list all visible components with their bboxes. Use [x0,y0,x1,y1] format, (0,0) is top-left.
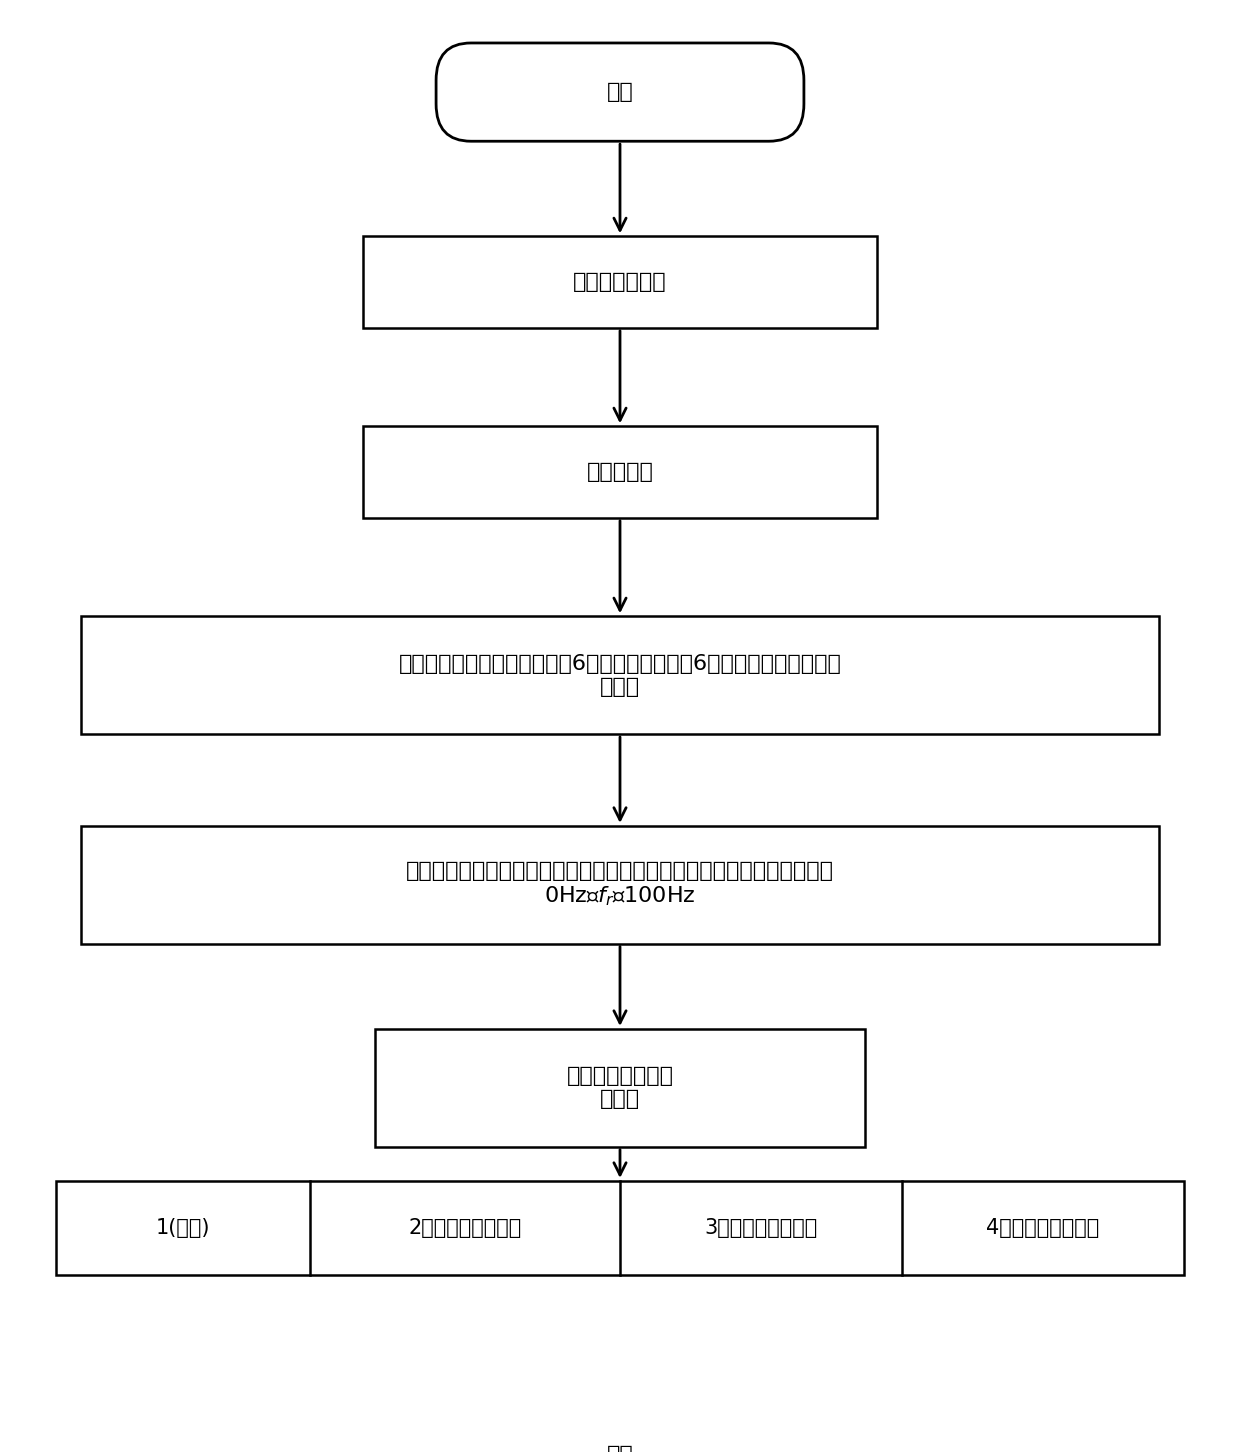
Bar [81,826,1159,944]
Text: 调相机实验数据: 调相机实验数据 [573,272,667,292]
Bar [81,616,1159,735]
Text: 1(正常): 1(正常) [156,1218,210,1239]
Text: 提取不同类型短路故障分别对应的第六层一、四、七子频带中的特征频率
0Hz、$f_r$、100Hz: 提取不同类型短路故障分别对应的第六层一、四、七子频带中的特征频率 0Hz、$f_… [405,861,835,909]
FancyBboxPatch shape [436,1406,804,1452]
Bar [56,1180,1184,1275]
Bar [362,427,878,518]
Text: 测试样本集: 测试样本集 [587,462,653,482]
Text: 自适应神经模糊推
理系统: 自适应神经模糊推 理系统 [567,1066,673,1109]
Text: 结束: 结束 [606,1445,634,1452]
Text: 结束: 结束 [606,83,634,102]
Text: 3（定子三相短路）: 3（定子三相短路） [704,1218,817,1239]
Text: 对调相机短路故障励磁电流作6层小波分解提取第6层的第一、四、七特征
子频带: 对调相机短路故障励磁电流作6层小波分解提取第6层的第一、四、七特征 子频带 [398,653,842,697]
Text: 2（定子单相短路）: 2（定子单相短路） [408,1218,522,1239]
Bar [362,237,878,328]
Text: 4（转子绕组短路）: 4（转子绕组短路） [986,1218,1100,1239]
Bar [374,1029,866,1147]
FancyBboxPatch shape [436,44,804,141]
